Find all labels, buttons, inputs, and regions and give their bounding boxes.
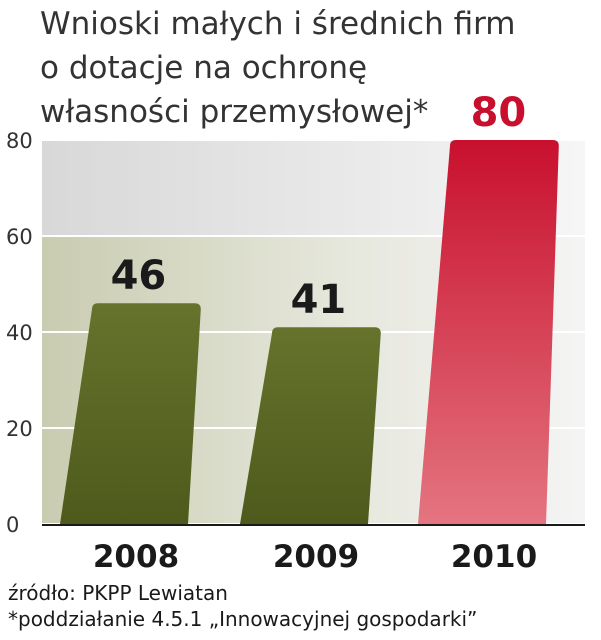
value-label: 41	[291, 277, 347, 323]
value-labels: 46 41 80	[111, 90, 527, 323]
bar	[60, 303, 201, 524]
bar-chart: 0 20 40 60 80 46 41 80 2008 2009 2010	[6, 90, 585, 575]
y-tick-label: 0	[6, 513, 19, 537]
bars	[42, 140, 585, 526]
value-label: 80	[471, 90, 527, 136]
chart-title: Wnioski małych i średnich firm o dotacje…	[40, 2, 560, 134]
y-tick-label: 80	[6, 129, 33, 153]
bar	[418, 140, 559, 524]
x-tick-label: 2010	[451, 539, 537, 575]
x-axis-labels: 2008 2009 2010	[93, 539, 537, 575]
chart-title-line-2: o dotacje na ochronę	[40, 50, 368, 86]
value-label: 46	[111, 253, 167, 299]
footnote-line: *poddziałanie 4.5.1 „Innowacyjnej gospod…	[8, 607, 478, 631]
x-tick-label: 2008	[93, 539, 179, 575]
source-line: źródło: PKPP Lewiatan	[8, 581, 228, 605]
x-tick-label: 2009	[273, 539, 359, 575]
y-tick-label: 40	[6, 321, 33, 345]
y-axis-ticks: 0 20 40 60 80	[6, 129, 33, 537]
y-tick-label: 60	[6, 225, 33, 249]
bar	[240, 327, 381, 524]
chart-title-line-3: własności przemysłowej*	[40, 94, 429, 130]
y-tick-label: 20	[6, 417, 33, 441]
chart-title-line-1: Wnioski małych i średnich firm	[40, 6, 516, 42]
source-note: źródło: PKPP Lewiatan *poddziałanie 4.5.…	[8, 580, 477, 632]
